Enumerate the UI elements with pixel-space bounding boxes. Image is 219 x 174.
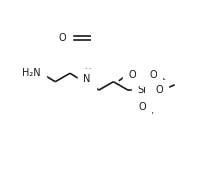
Text: O: O [149,70,157,80]
Text: O: O [138,102,146,112]
Text: H: H [84,68,90,77]
Text: H₂N: H₂N [22,68,41,78]
Text: O: O [58,33,66,43]
Text: O: O [155,85,163,95]
Text: O: O [129,70,137,80]
Text: Si: Si [138,85,147,95]
Text: N: N [83,74,91,84]
